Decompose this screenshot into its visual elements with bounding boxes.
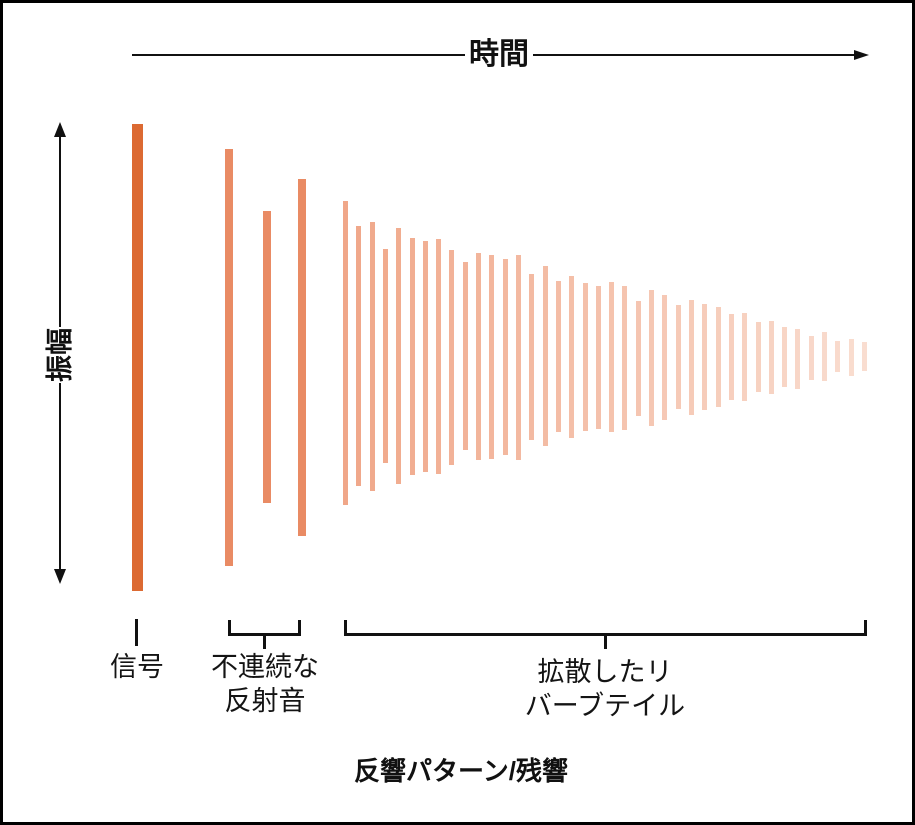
reverb-tail-bar [609, 282, 614, 432]
tail-bracket [344, 633, 867, 636]
reverb-tail-bar [835, 341, 840, 372]
signal-tick [135, 619, 138, 646]
reflection-bar [225, 149, 233, 566]
time-axis-line-left [132, 54, 465, 56]
reflections-label: 不連続な 反射音 [211, 652, 319, 716]
reverb-tail-bar [756, 322, 761, 392]
reverb-tail-bar [795, 329, 800, 389]
reflections-bracket-left-end [228, 620, 231, 636]
reverb-tail-bar [702, 304, 707, 410]
reverb-tail-bar [729, 314, 734, 400]
signal-bar [132, 124, 143, 591]
reverb-tail-bar [476, 253, 481, 460]
amplitude-axis-line-top [59, 136, 61, 327]
reverb-tail-bar [503, 259, 508, 455]
time-axis-label: 時間 [469, 38, 529, 71]
reverb-tail-bar [583, 283, 588, 431]
reflections-bracket [228, 633, 301, 636]
reverb-tail-bar [396, 228, 401, 484]
reverb-tail-bar [516, 255, 521, 460]
down-arrowhead-icon [54, 569, 66, 584]
tail-bracket-tick [604, 636, 607, 649]
reverb-tail-bar [356, 226, 361, 486]
reflection-bar [263, 211, 271, 503]
tail-label: 拡散したリ バーブテイル [524, 657, 686, 721]
reverb-tail-bar [410, 238, 415, 475]
right-arrowhead-icon [854, 50, 869, 60]
reverb-tail-bar [596, 286, 601, 429]
tail-bracket-right-end [864, 620, 867, 636]
tail-bracket-left-end [344, 620, 347, 636]
reverb-tail-bar [862, 342, 867, 371]
reverb-tail-bar [716, 307, 721, 407]
reverb-tail-bar [622, 286, 627, 430]
signal-label: 信号 [110, 652, 164, 682]
reverb-tail-bar [849, 339, 854, 376]
time-axis-line-right [533, 54, 855, 56]
up-arrowhead-icon [54, 122, 66, 137]
reverb-tail-bar [489, 255, 494, 459]
reverb-tail-bar [689, 300, 694, 415]
reflections-bracket-right-end [298, 620, 301, 636]
reverb-tail-bar [423, 241, 428, 472]
reverb-tail-bar [649, 290, 654, 426]
reverb-tail-bar [383, 249, 388, 463]
diagram-title: 反響パターン/残響 [354, 756, 568, 786]
reverb-tail-bar [370, 222, 375, 491]
reverb-tail-bar [529, 274, 534, 440]
amplitude-axis-line-bottom [59, 383, 61, 570]
reverb-tail-bar [569, 276, 574, 438]
reflections-bracket-tick [263, 636, 266, 649]
reverb-tail-bar [556, 281, 561, 432]
reverb-tail-bar [449, 250, 454, 465]
reverb-tail-bar [436, 239, 441, 474]
reverb-tail-bar [463, 262, 468, 450]
reverb-tail-bar [543, 266, 548, 446]
reverb-tail-bar [742, 313, 747, 401]
reverb-tail-bar [676, 305, 681, 409]
amplitude-axis-label: 振幅 [45, 328, 75, 382]
reverb-tail-bar [809, 336, 814, 380]
reverb-tail-bar [662, 295, 667, 420]
reverb-tail-bar [782, 327, 787, 387]
reflection-bar [298, 179, 306, 536]
reverb-tail-bar [636, 301, 641, 416]
reverb-tail-bar [343, 201, 348, 505]
reverb-tail-bar [822, 332, 827, 381]
reverb-tail-bar [769, 321, 774, 394]
